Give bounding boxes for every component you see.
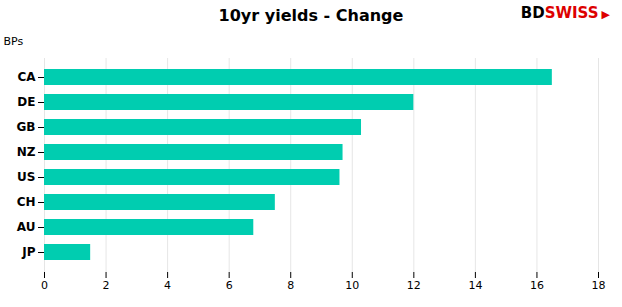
- svg-text:CH: CH: [17, 195, 36, 209]
- svg-text:6: 6: [226, 279, 233, 292]
- svg-text:0: 0: [41, 279, 48, 292]
- svg-text:14: 14: [468, 279, 482, 292]
- svg-text:16: 16: [530, 279, 544, 292]
- svg-text:4: 4: [164, 279, 171, 292]
- svg-text:NZ: NZ: [17, 145, 36, 159]
- svg-text:BPs: BPs: [4, 35, 24, 48]
- svg-text:2: 2: [103, 279, 110, 292]
- svg-text:18: 18: [592, 279, 606, 292]
- svg-text:12: 12: [407, 279, 421, 292]
- svg-text:CA: CA: [17, 70, 36, 84]
- svg-text:JP: JP: [21, 245, 35, 259]
- svg-text:8: 8: [287, 279, 294, 292]
- svg-text:AU: AU: [17, 220, 36, 234]
- svg-text:GB: GB: [17, 120, 36, 134]
- html-text:10yr yields - Change: 10yr yields - Change: [218, 6, 404, 25]
- svg-text:US: US: [17, 170, 35, 184]
- svg-text:10: 10: [345, 279, 359, 292]
- svg-text:DE: DE: [17, 95, 35, 109]
- html-text:BD SWISS▶: BD SWISS▶: [520, 4, 610, 22]
